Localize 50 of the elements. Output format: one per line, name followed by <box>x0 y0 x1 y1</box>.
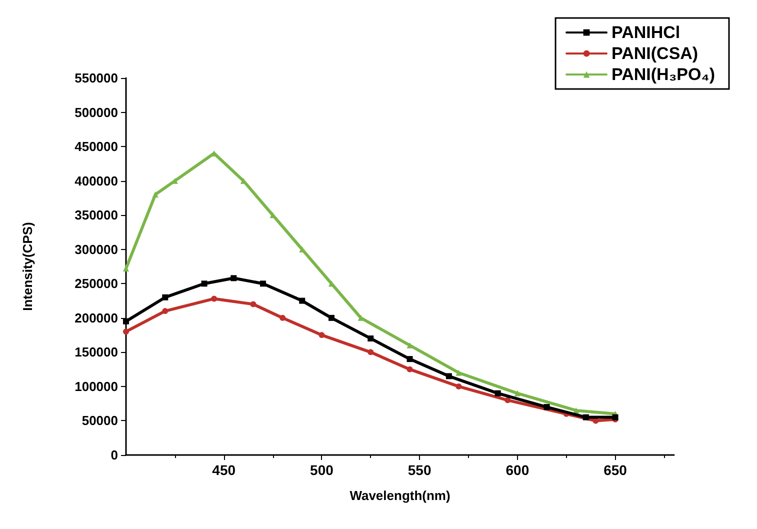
point <box>358 314 364 321</box>
y-tick-label: 350000 <box>74 208 118 223</box>
x-axis-title: Wavelength(nm) <box>350 488 450 503</box>
point <box>368 349 374 356</box>
point <box>406 356 413 362</box>
point <box>280 314 286 321</box>
point <box>123 318 129 324</box>
y-tick-label: 50000 <box>82 413 118 428</box>
x-tick-label: 600 <box>506 462 530 478</box>
y-tick-label: 450000 <box>74 139 118 154</box>
point <box>504 397 511 404</box>
y-tick-label: 550000 <box>74 70 118 86</box>
point <box>260 280 266 287</box>
legend-label: PANIHCl <box>612 23 680 42</box>
point <box>368 335 374 342</box>
point <box>230 275 237 282</box>
point <box>514 390 520 396</box>
y-tick-label: 400000 <box>74 173 118 188</box>
y-tick-label: 300000 <box>74 242 118 257</box>
point <box>494 390 501 396</box>
y-tick-label: 0 <box>110 448 118 462</box>
point <box>299 298 306 304</box>
y-tick-label: 150000 <box>74 344 118 360</box>
point <box>582 414 589 420</box>
point <box>211 296 218 302</box>
y-tick-label: 250000 <box>74 276 118 292</box>
x-tick-label: 450 <box>212 462 236 478</box>
point <box>446 373 452 380</box>
point <box>152 192 158 198</box>
point <box>406 342 413 348</box>
x-tick-label: 550 <box>408 462 432 478</box>
point <box>406 366 413 372</box>
point <box>456 383 462 390</box>
point <box>456 370 462 376</box>
x-tick-label: 500 <box>310 462 334 478</box>
legend-label: PANI(CSA) <box>612 44 698 63</box>
point <box>123 328 129 335</box>
point <box>162 294 168 300</box>
point <box>250 301 256 308</box>
point <box>201 280 208 287</box>
point <box>162 308 168 314</box>
legend-label: PANI(H₃PO₄) <box>612 65 716 84</box>
y-axis-title: Intensity(CPS) <box>20 222 35 311</box>
x-tick-label: 650 <box>604 462 628 478</box>
point <box>544 404 550 410</box>
y-tick-label: 500000 <box>74 104 118 120</box>
y-tick-label: 100000 <box>74 378 118 394</box>
point <box>328 314 334 321</box>
point <box>318 332 325 338</box>
y-tick-label: 200000 <box>74 310 118 326</box>
